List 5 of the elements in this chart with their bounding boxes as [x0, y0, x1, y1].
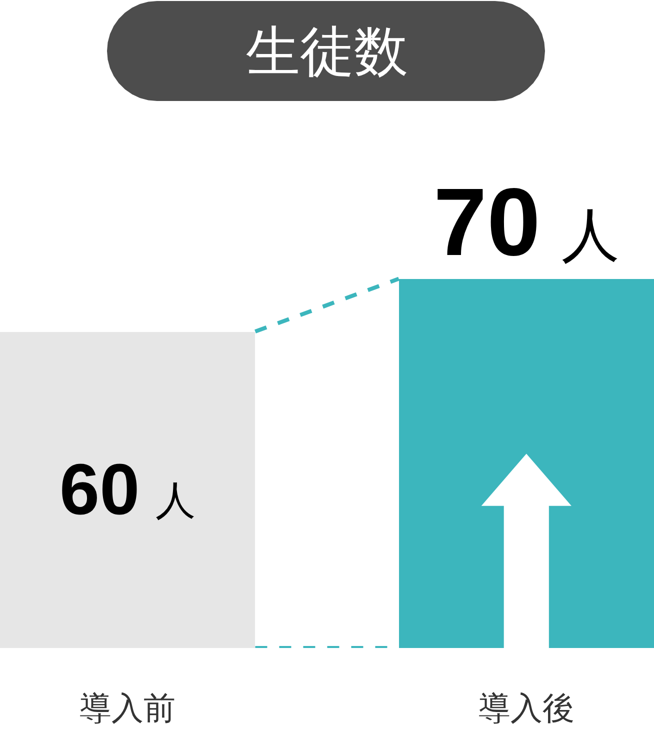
chart-title: 生徒数	[246, 22, 408, 82]
x-tick-label: 導入後	[478, 690, 574, 726]
x-tick-label: 導入前	[80, 690, 176, 726]
data-label: 60 人	[60, 450, 196, 530]
data-label: 70 人	[434, 169, 620, 276]
